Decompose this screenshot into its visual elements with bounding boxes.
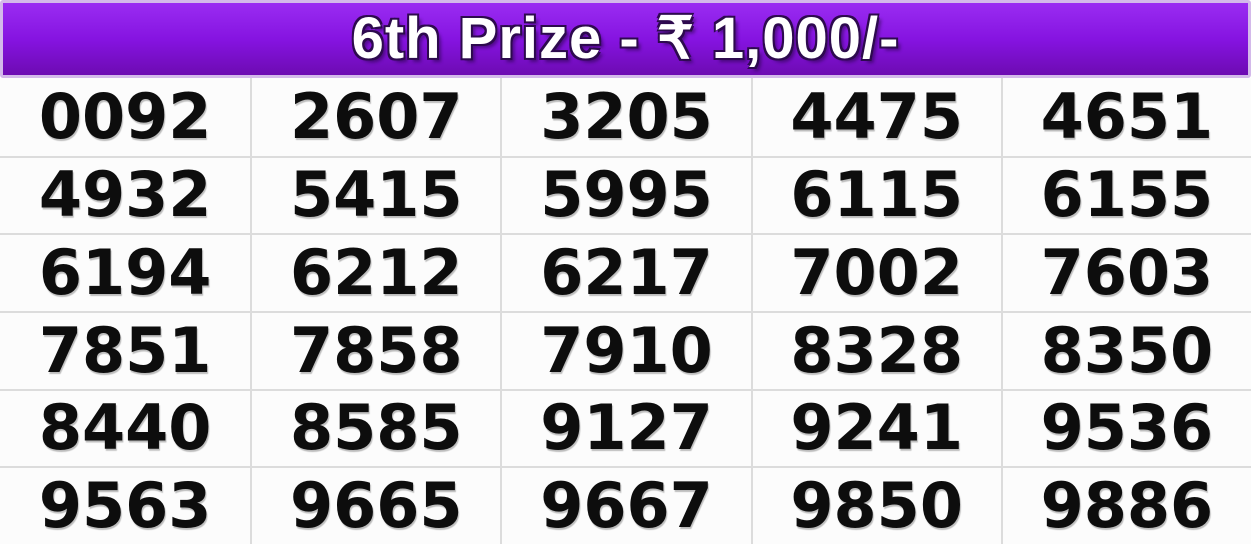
- number-cell: 7910: [500, 310, 751, 389]
- number-cell: 8585: [250, 388, 501, 467]
- number-cell: 7851: [0, 310, 251, 389]
- prize-header-bar: 6th Prize - ₹ 1,000/-: [0, 0, 1251, 78]
- number-cell: 6115: [750, 155, 1001, 234]
- number-cell: 4932: [0, 155, 251, 234]
- number-cell: 2607: [250, 78, 501, 156]
- number-cell: 5995: [500, 155, 751, 234]
- number-cell: 3205: [500, 78, 751, 156]
- number-cell: 7002: [750, 233, 1001, 311]
- winning-numbers-grid: 0092 2607 3205 4475 4651 4932 5415 5995 6115 6155…: [0, 78, 1251, 544]
- number-cell: 6212: [250, 233, 501, 311]
- number-cell: 8440: [0, 388, 251, 467]
- number-cell: 9850: [750, 466, 1001, 544]
- number-cell: 9127: [500, 388, 751, 467]
- number-cell: 9667: [500, 466, 751, 544]
- number-cell: 9886: [1000, 466, 1251, 544]
- number-cell: 7603: [1000, 233, 1251, 311]
- number-cell: 6194: [0, 233, 251, 311]
- prize-title: 6th Prize - ₹ 1,000/-: [351, 6, 900, 71]
- number-cell: 8350: [1000, 310, 1251, 389]
- number-cell: 9241: [750, 388, 1001, 467]
- number-cell: 4475: [750, 78, 1001, 156]
- number-cell: 7858: [250, 310, 501, 389]
- number-cell: 6217: [500, 233, 751, 311]
- number-cell: 8328: [750, 310, 1001, 389]
- number-cell: 9665: [250, 466, 501, 544]
- number-cell: 9536: [1000, 388, 1251, 467]
- number-cell: 6155: [1000, 155, 1251, 234]
- number-cell: 5415: [250, 155, 501, 234]
- number-cell: 4651: [1000, 78, 1251, 156]
- number-cell: 0092: [0, 78, 251, 156]
- number-cell: 9563: [0, 466, 251, 544]
